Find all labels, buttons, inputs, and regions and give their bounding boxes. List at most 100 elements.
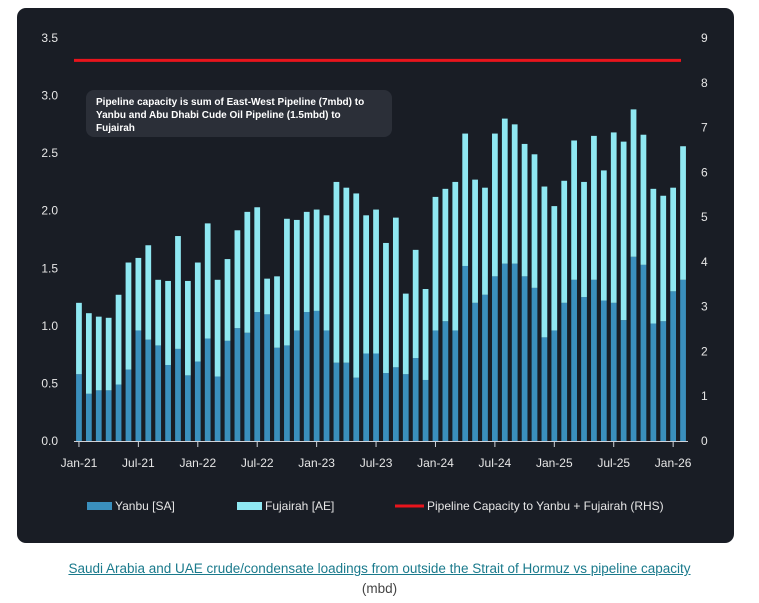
bar-fujairah-jul-25 — [610, 132, 617, 303]
bar-yanbu-sep-24 — [511, 263, 518, 441]
bar-fujairah-nov-21 — [175, 236, 181, 349]
bar-fujairah-jan-25 — [551, 206, 558, 331]
bar-yanbu-mar-22 — [214, 376, 221, 441]
annotation-box: Pipeline capacity is sum of East-West Pi… — [86, 90, 392, 137]
x-tick-label: Jul-24 — [479, 456, 512, 470]
bar-fujairah-apr-24 — [462, 133, 469, 266]
bar-yanbu-jun-24 — [482, 294, 488, 441]
bar-yanbu-may-25 — [591, 279, 597, 441]
bar-yanbu-jun-25 — [600, 300, 607, 441]
bar-yanbu-jan-25 — [551, 330, 558, 441]
bar-yanbu-apr-25 — [581, 297, 587, 441]
bar-yanbu-sep-23 — [392, 367, 399, 441]
bar-fujairah-apr-22 — [224, 259, 231, 341]
bar-yanbu-may-24 — [472, 302, 478, 441]
bar-yanbu-mar-21 — [95, 390, 102, 441]
y-right-tick-label: 6 — [701, 165, 708, 179]
bar-fujairah-may-21 — [115, 294, 122, 385]
bar-fujairah-dec-23 — [422, 289, 429, 380]
bar-fujairah-aug-25 — [620, 141, 627, 321]
bar-yanbu-nov-22 — [293, 330, 300, 441]
bar-yanbu-dec-21 — [185, 375, 191, 441]
bar-yanbu-oct-24 — [521, 276, 528, 441]
bar-fujairah-jan-22 — [194, 262, 201, 362]
bar-fujairah-jun-25 — [600, 170, 607, 301]
bar-yanbu-jul-23 — [373, 353, 379, 441]
y-left-tick-label: 3.0 — [41, 89, 58, 103]
bar-yanbu-mar-23 — [333, 362, 340, 441]
bar-fujairah-oct-24 — [521, 143, 528, 277]
bar-yanbu-oct-25 — [640, 264, 647, 441]
caption-link[interactable]: Saudi Arabia and UAE crude/condensate lo… — [68, 561, 691, 576]
bar-yanbu-aug-24 — [501, 263, 508, 441]
x-tick-label: Jan-26 — [655, 456, 692, 470]
bar-yanbu-feb-22 — [204, 338, 211, 441]
bar-fujairah-feb-21 — [85, 313, 92, 394]
bar-yanbu-jul-21 — [135, 330, 142, 441]
y-left-tick-label: 0.5 — [41, 376, 58, 390]
bar-fujairah-feb-26 — [680, 146, 686, 280]
legend-label-pipeline: Pipeline Capacity to Yanbu + Fujairah (R… — [427, 499, 664, 513]
bar-yanbu-mar-25 — [571, 279, 577, 441]
y-right-tick-label: 2 — [701, 344, 708, 358]
bar-fujairah-mar-21 — [95, 316, 102, 391]
bar-yanbu-jul-25 — [610, 302, 617, 441]
bar-yanbu-apr-22 — [224, 340, 231, 441]
bar-fujairah-feb-24 — [442, 188, 449, 322]
bar-fujairah-apr-23 — [343, 187, 350, 363]
bar-yanbu-nov-25 — [650, 323, 657, 441]
bar-fujairah-jan-24 — [432, 196, 439, 331]
y-left-tick-label: 2.5 — [41, 146, 58, 160]
bar-fujairah-feb-23 — [323, 215, 330, 331]
bar-yanbu-aug-23 — [383, 373, 389, 441]
bar-yanbu-apr-23 — [343, 362, 350, 441]
bar-fujairah-jan-26 — [670, 187, 677, 292]
bar-yanbu-may-21 — [115, 384, 122, 441]
y-left-tick-label: 1.5 — [41, 261, 58, 275]
bar-yanbu-jun-22 — [244, 332, 251, 441]
bar-yanbu-feb-24 — [442, 321, 449, 441]
y-left-tick-label: 2.0 — [41, 204, 58, 218]
bar-fujairah-mar-24 — [452, 181, 459, 331]
bar-yanbu-sep-21 — [155, 345, 162, 441]
bar-fujairah-nov-25 — [650, 188, 657, 324]
bar-yanbu-oct-23 — [402, 374, 409, 441]
bar-fujairah-aug-21 — [145, 245, 152, 340]
bar-fujairah-sep-22 — [274, 276, 280, 348]
bar-fujairah-jul-21 — [135, 257, 142, 331]
caption: Saudi Arabia and UAE crude/condensate lo… — [0, 559, 759, 599]
y-right-tick-label: 3 — [701, 300, 708, 314]
bar-yanbu-jan-23 — [313, 310, 320, 441]
x-tick-label: Jul-21 — [122, 456, 155, 470]
y-right-tick-label: 4 — [701, 255, 708, 269]
bar-fujairah-aug-22 — [264, 278, 270, 315]
bar-yanbu-dec-25 — [660, 321, 667, 441]
bar-fujairah-jun-24 — [482, 187, 488, 295]
bar-fujairah-jul-24 — [492, 133, 498, 277]
bar-fujairah-oct-23 — [402, 293, 409, 375]
bar-fujairah-aug-23 — [383, 242, 389, 374]
bar-fujairah-feb-25 — [561, 180, 568, 303]
bar-fujairah-apr-21 — [105, 317, 112, 391]
bar-fujairah-may-25 — [591, 135, 597, 280]
bar-yanbu-may-22 — [234, 328, 241, 441]
bar-fujairah-oct-21 — [165, 280, 171, 366]
bar-yanbu-jan-24 — [432, 330, 439, 441]
bar-fujairah-mar-22 — [214, 279, 221, 377]
bar-fujairah-dec-25 — [660, 195, 667, 322]
bar-fujairah-dec-24 — [541, 186, 548, 338]
bar-fujairah-dec-21 — [185, 280, 191, 376]
caption-units: (mbd) — [361, 581, 398, 596]
bar-fujairah-jan-23 — [313, 209, 320, 311]
bar-yanbu-feb-25 — [561, 302, 568, 441]
y-left-tick-label: 0.0 — [41, 434, 58, 448]
bar-fujairah-mar-25 — [571, 140, 577, 280]
bar-yanbu-jun-23 — [363, 353, 370, 441]
bar-yanbu-feb-26 — [680, 279, 686, 441]
bar-fujairah-dec-22 — [303, 211, 310, 313]
legend-label-fujairah: Fujairah [AE] — [265, 499, 334, 513]
bar-fujairah-nov-23 — [412, 249, 419, 359]
x-tick-label: Jul-25 — [597, 456, 630, 470]
bar-fujairah-jun-21 — [125, 262, 132, 370]
bar-yanbu-aug-21 — [145, 339, 152, 441]
